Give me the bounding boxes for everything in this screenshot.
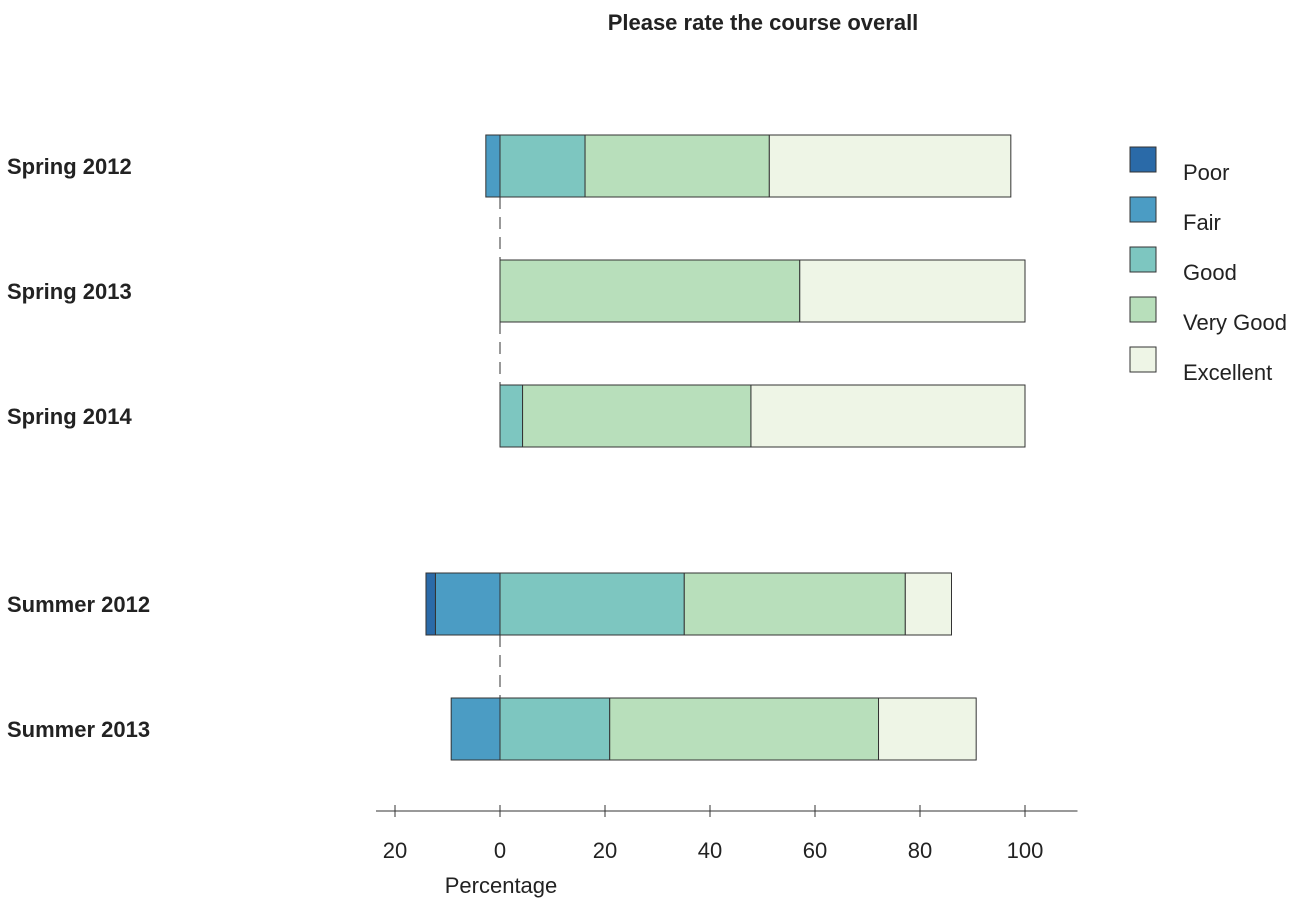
category-label-spring-2014: Spring 2014 <box>7 404 132 429</box>
bar-summer-2012-good <box>499 572 685 636</box>
category-label-spring-2012: Spring 2012 <box>7 154 132 179</box>
legend: Poor Fair Good Very Good Excellent <box>1129 146 1287 385</box>
x-tick-label-6: 100 <box>1007 838 1044 863</box>
category-label-summer-2013: Summer 2013 <box>7 717 150 742</box>
bar-summer-2012-fair <box>434 572 501 636</box>
chart-title: Please rate the course overall <box>608 10 919 35</box>
category-label-spring-2013: Spring 2013 <box>7 279 132 304</box>
bar-spring-2013-excellent <box>799 259 1026 323</box>
legend-swatch-poor <box>1129 146 1157 173</box>
bar-spring-2012-good <box>499 134 586 198</box>
bar-summer-2013-very-good <box>609 697 880 761</box>
x-tick-label-2: 20 <box>593 838 617 863</box>
category-label-summer-2012: Summer 2012 <box>7 592 150 617</box>
x-tick-label-1: 0 <box>494 838 506 863</box>
bar-summer-2012-very-good <box>683 572 906 636</box>
bar-spring-2012-excellent <box>768 134 1012 198</box>
legend-swatch-very-good <box>1129 296 1157 323</box>
bar-summer-2013-excellent <box>878 697 977 761</box>
x-tick-label-5: 80 <box>908 838 932 863</box>
bar-summer-2013-fair <box>450 697 501 761</box>
legend-label-good: Good <box>1183 260 1237 285</box>
x-tick-label-4: 60 <box>803 838 827 863</box>
bar-spring-2012-fair <box>485 134 501 198</box>
bar-spring-2012-very-good <box>584 134 770 198</box>
bar-spring-2014-good <box>499 384 524 448</box>
legend-label-fair: Fair <box>1183 210 1221 235</box>
legend-swatch-good <box>1129 246 1157 273</box>
bar-summer-2013-good <box>499 697 611 761</box>
bar-spring-2013-very-good <box>499 259 801 323</box>
legend-swatch-excellent <box>1129 346 1157 373</box>
bar-spring-2014-very-good <box>522 384 752 448</box>
x-axis-label: Percentage <box>445 873 558 898</box>
bars-layer: Spring 2012 Spring 2013 Spring 2014 Summer … <box>7 134 1026 761</box>
legend-label-very-good: Very Good <box>1183 310 1287 335</box>
bar-spring-2014-excellent <box>750 384 1026 448</box>
bar-summer-2012-poor <box>425 572 436 636</box>
legend-label-poor: Poor <box>1183 160 1229 185</box>
x-tick-label-0: 20 <box>383 838 407 863</box>
legend-swatch-fair <box>1129 196 1157 223</box>
x-axis: 20 0 20 40 60 80 100 <box>376 805 1078 863</box>
legend-label-excellent: Excellent <box>1183 360 1272 385</box>
bar-summer-2012-excellent <box>904 572 952 636</box>
x-tick-label-3: 40 <box>698 838 722 863</box>
